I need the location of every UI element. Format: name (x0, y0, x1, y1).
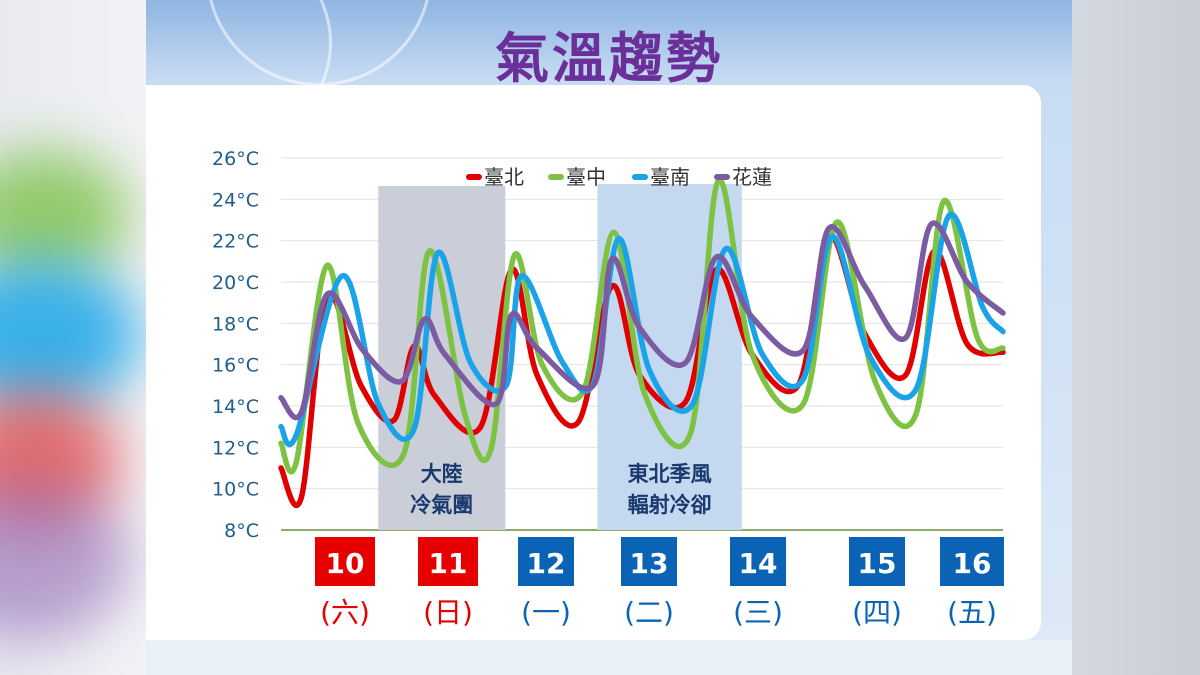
legend-label: 臺中 (566, 165, 606, 189)
date-label: 10 (326, 547, 365, 580)
y-tick-label: 24°C (212, 189, 259, 211)
date-label: 12 (527, 547, 566, 580)
date-box (730, 537, 786, 586)
x-day-labels: 10 (六) 11 (日) 12 (一) 13 (二) 14 (三) 15 (四) 16 (五) (315, 537, 1004, 629)
weekday-label: (三) (733, 596, 783, 629)
date-label: 15 (858, 547, 897, 580)
y-tick-label: 20°C (212, 272, 259, 294)
y-tick-label: 16°C (212, 355, 259, 377)
y-tick-label: 10°C (212, 479, 259, 501)
date-label: 13 (630, 547, 669, 580)
annotation-label: 輻射冷卻 (628, 493, 712, 517)
y-tick-label: 26°C (212, 148, 259, 170)
series-line-臺南 (278, 211, 1006, 448)
legend-label: 花蓮 (732, 165, 772, 189)
series-line-花蓮 (278, 220, 1006, 421)
weekday-label: (四) (852, 596, 902, 629)
annotation-label: 東北季風 (628, 462, 712, 486)
legend-swatch (466, 174, 482, 180)
weekday-label: (二) (624, 596, 674, 629)
date-label: 11 (429, 547, 468, 580)
page-title: 氣溫趨勢 (495, 27, 723, 90)
annotation-band (378, 186, 506, 530)
footer-strip (146, 640, 1072, 675)
weekday-label: (六) (320, 596, 370, 629)
annotation-label: 冷氣團 (410, 493, 473, 517)
legend-label: 臺北 (484, 165, 524, 189)
legend-label: 臺南 (650, 165, 690, 189)
date-box (315, 537, 375, 586)
date-label: 14 (739, 547, 778, 580)
y-tick-label: 18°C (212, 313, 259, 335)
series-lines (278, 177, 1006, 509)
legend-swatch (714, 174, 730, 180)
y-tick-label: 22°C (212, 231, 259, 253)
weekday-label: (五) (947, 596, 997, 629)
legend: 臺北 臺中 臺南 花蓮 (466, 165, 772, 189)
date-label: 16 (953, 547, 992, 580)
annotation-label: 大陸 (421, 462, 463, 486)
legend-swatch (548, 174, 564, 180)
y-tick-label: 8°C (224, 520, 259, 542)
right-background-panel (1072, 0, 1200, 675)
date-box (621, 537, 677, 586)
series-line-臺中 (278, 177, 1006, 475)
date-box (418, 537, 478, 586)
date-box (940, 537, 1004, 586)
weekday-label: (日) (423, 596, 473, 629)
date-box (849, 537, 905, 586)
left-background-panel (0, 0, 146, 675)
y-tick-label: 14°C (212, 396, 259, 418)
date-box (518, 537, 574, 586)
weekday-label: (一) (521, 596, 571, 629)
y-tick-labels: 26°C 24°C 22°C 20°C 18°C 16°C 14°C 12°C 10°C 8°C (212, 148, 259, 542)
legend-swatch (632, 174, 648, 180)
y-tick-label: 12°C (212, 437, 259, 459)
